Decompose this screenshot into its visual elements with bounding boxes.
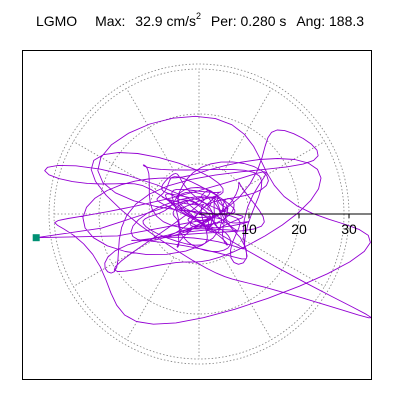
max-unit: cm/s bbox=[166, 13, 196, 29]
axis-tick-label-20: 20 bbox=[291, 221, 307, 237]
max-unit-exponent: 2 bbox=[196, 11, 202, 21]
axis-tick-label-30: 30 bbox=[341, 221, 357, 237]
ang-label: Ang: bbox=[296, 13, 326, 29]
peak-marker bbox=[32, 234, 40, 242]
grid-spoke-120 bbox=[126, 88, 175, 171]
tick-label-layer: 10 20 30 bbox=[241, 221, 357, 237]
polar-plot: 10 20 30 bbox=[32, 63, 371, 365]
axis-layer bbox=[32, 213, 371, 242]
grid-spoke-330 bbox=[242, 238, 325, 287]
max-label: Max: bbox=[95, 13, 126, 29]
per-value: 0.280 s bbox=[240, 13, 287, 29]
motion-trace bbox=[35, 115, 371, 325]
per-label: Per: bbox=[210, 13, 237, 29]
ang-value: 188.3 bbox=[329, 13, 365, 29]
grid-spoke-300 bbox=[223, 257, 272, 340]
trace-layer bbox=[35, 115, 371, 325]
chart-title: LGMO Max: 32.9 cm/s2 Per: 0.280 s Ang: 1… bbox=[0, 11, 400, 29]
grid-spoke-60 bbox=[223, 88, 272, 171]
station-code: LGMO bbox=[35, 13, 78, 29]
plot-frame: 10 20 30 bbox=[22, 50, 372, 380]
max-value: 32.9 bbox=[135, 13, 163, 29]
axis-tick-label-10: 10 bbox=[241, 221, 257, 237]
